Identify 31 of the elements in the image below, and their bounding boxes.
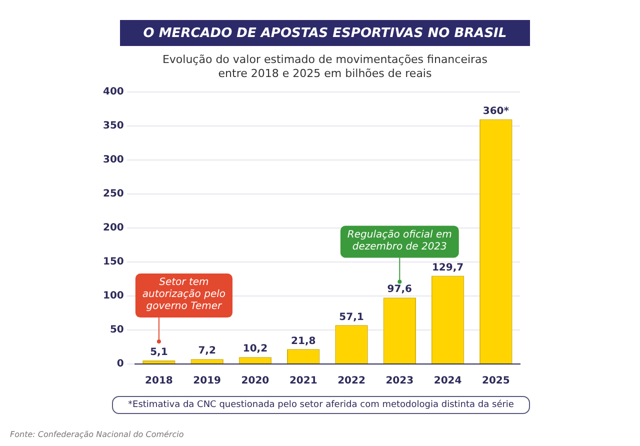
x-tick-label: 2025 <box>482 376 510 387</box>
x-tick-label: 2021 <box>289 376 318 387</box>
data-label: 57,1 <box>339 312 364 323</box>
y-tick-label: 0 <box>116 358 124 370</box>
annotation: Setor tem autorização pelo governo Temer <box>142 277 226 312</box>
y-tick-label: 250 <box>103 188 124 200</box>
chart-subtitle: Evolução do valor estimado de movimentações financeiras entre 2018 e 2025 em bilhões de reais <box>161 53 489 81</box>
data-label: 21,8 <box>291 336 316 347</box>
y-tick-label: 50 <box>110 324 124 336</box>
data-label: 5,1 <box>150 347 168 358</box>
source-note: Fonte: Confederação Nacional do Comércio <box>10 430 184 439</box>
y-tick-label: 100 <box>103 290 124 302</box>
y-tick-label: 300 <box>103 154 124 166</box>
y-tick-label: 200 <box>103 222 124 234</box>
x-tick-label: 2020 <box>241 376 270 387</box>
data-label: 10,2 <box>242 344 268 355</box>
x-tick-label: 2022 <box>338 376 366 387</box>
x-tick-label: 2024 <box>434 376 462 387</box>
y-tick-label: 150 <box>103 256 124 268</box>
x-tick-label: 2023 <box>386 376 414 387</box>
data-label: 7,2 <box>198 346 216 357</box>
data-label: 360* <box>482 106 510 117</box>
x-tick-label: 2018 <box>145 376 173 387</box>
data-label: 97,6 <box>387 284 412 296</box>
annotation: Regulação oficial em dezembro de 2023 <box>347 229 452 252</box>
text: *Estimativa da CNC questionada pelo setor aferida com metodologia distinta da série <box>112 396 530 414</box>
y-tick-label: 400 <box>103 86 124 98</box>
x-tick-label: 2019 <box>193 376 222 387</box>
y-tick-label: 350 <box>103 120 124 132</box>
chart-title: O MERCADO DE APOSTAS ESPORTIVAS NO BRASIL <box>120 20 530 46</box>
data-label: 129,7 <box>432 262 464 274</box>
